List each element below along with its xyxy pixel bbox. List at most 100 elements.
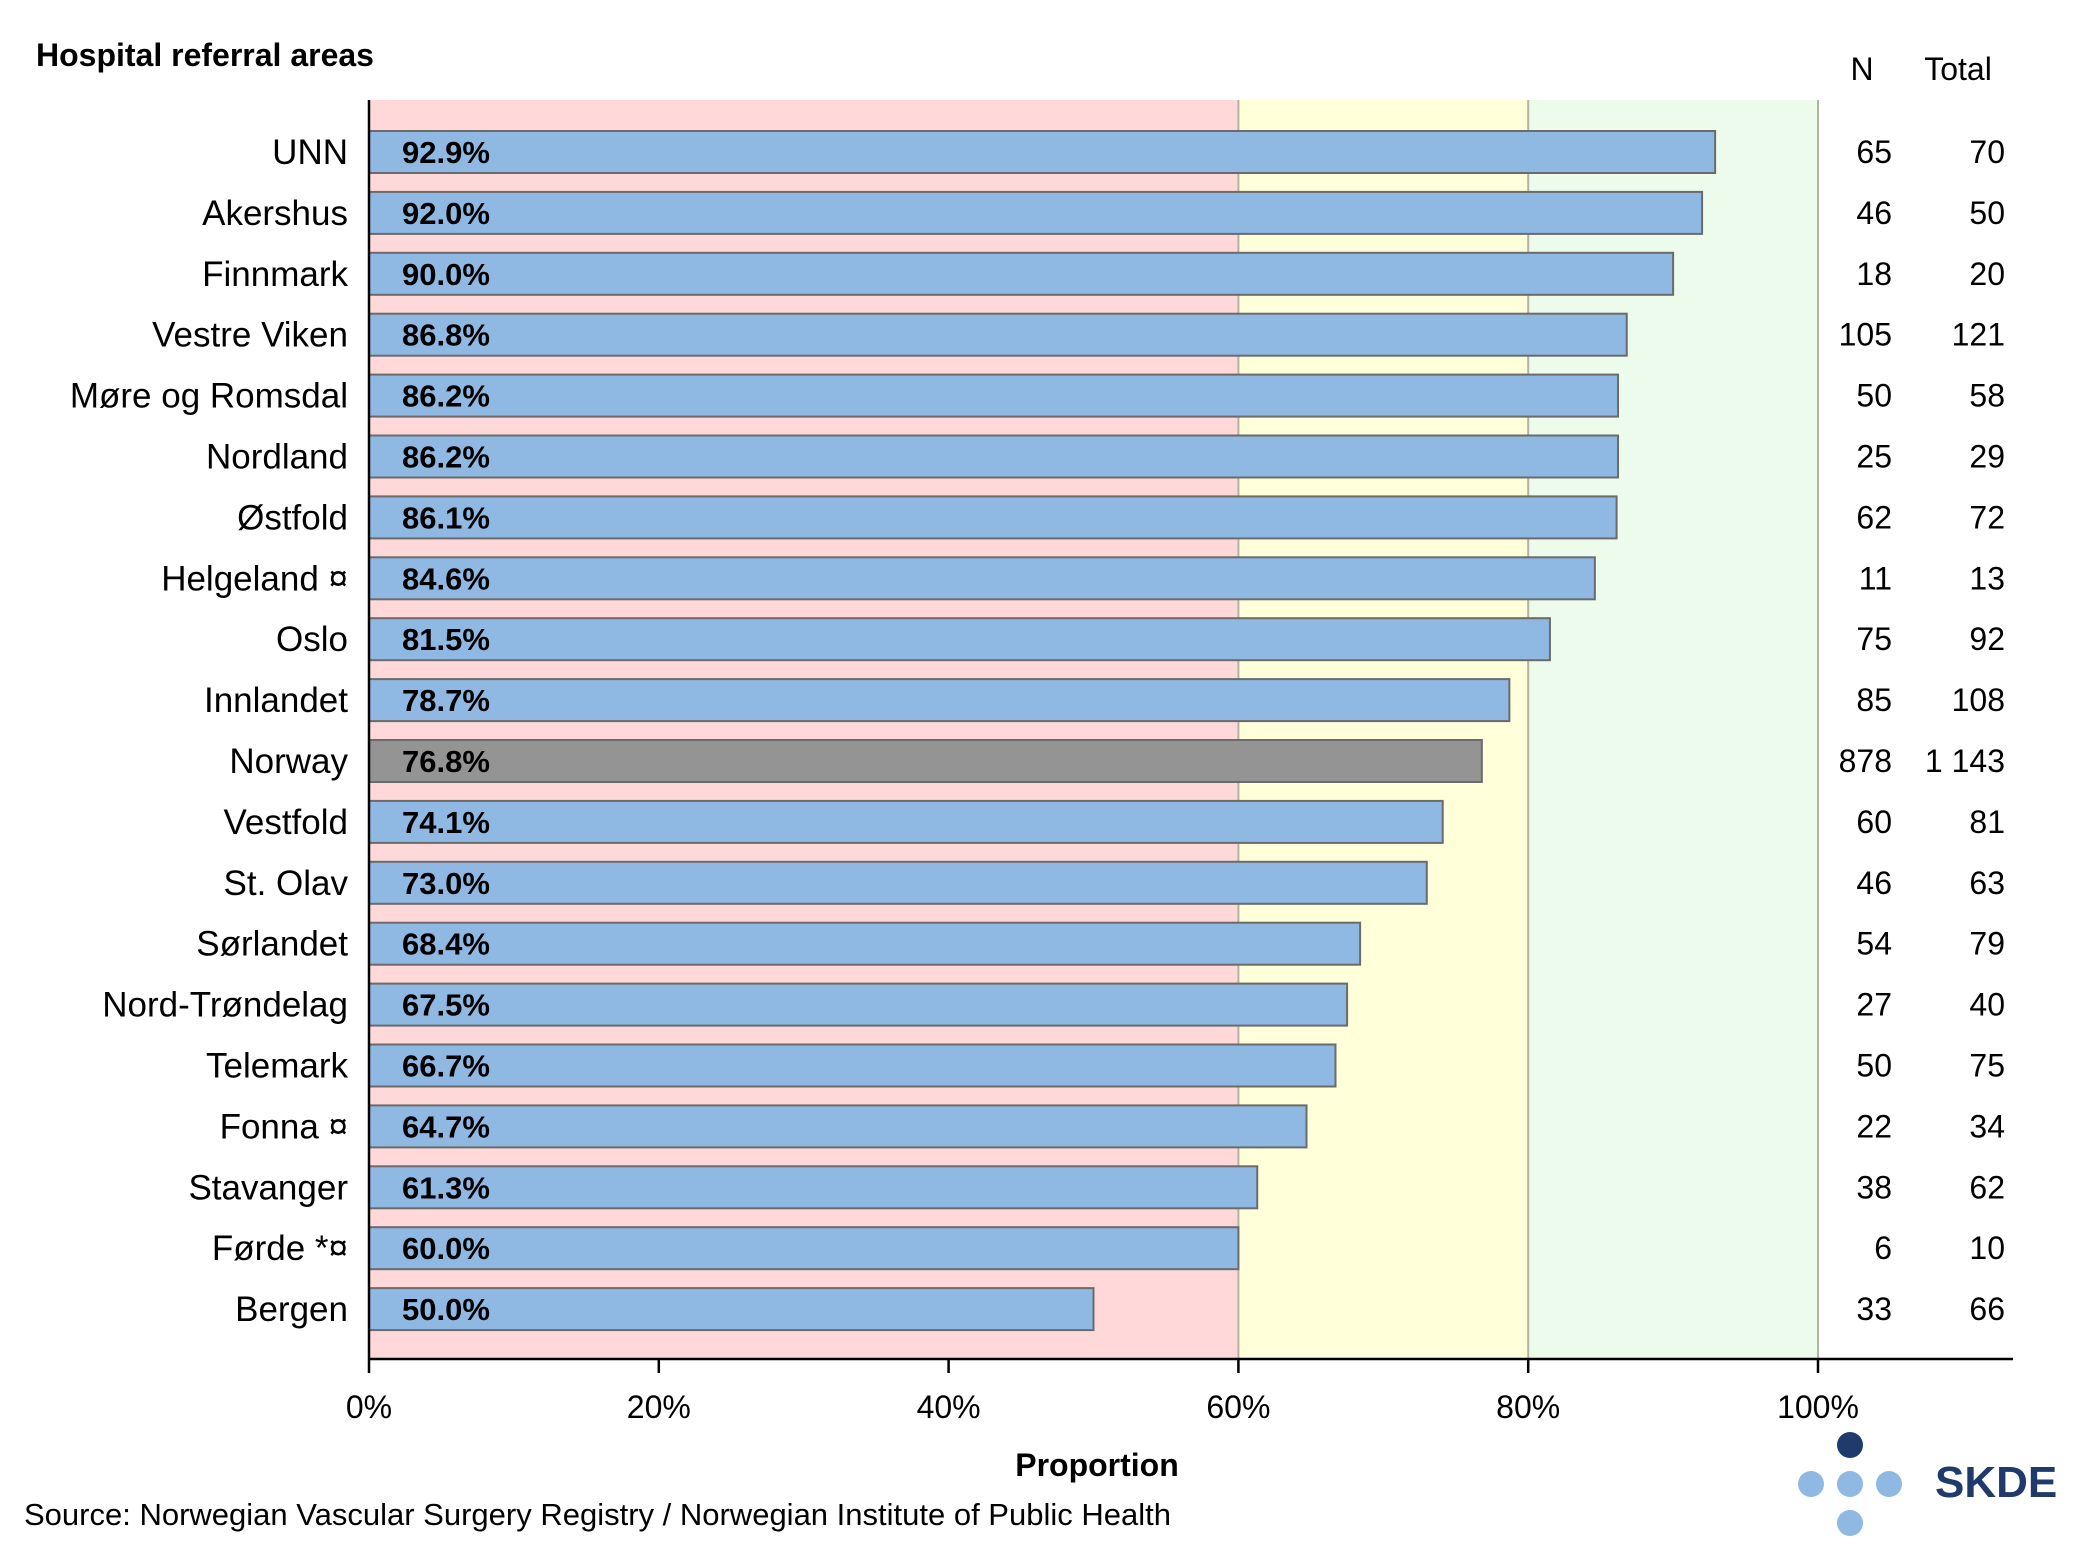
n-value-6: 62: [1856, 499, 1892, 535]
bar-value-label-5: 86.2%: [402, 440, 490, 475]
bar-value-label-18: 60.0%: [402, 1231, 490, 1266]
category-label-19: Bergen: [235, 1290, 348, 1329]
total-column-header: Total: [1924, 51, 1992, 87]
total-value-2: 20: [1969, 256, 2005, 292]
n-value-3: 105: [1839, 317, 1892, 353]
category-label-4: Møre og Romsdal: [70, 377, 348, 416]
category-label-13: Sørlandet: [196, 925, 348, 964]
bar-value-label-13: 68.4%: [402, 927, 490, 962]
bar-16: [368, 1104, 1308, 1149]
n-value-0: 65: [1856, 134, 1892, 170]
category-label-5: Nordland: [206, 438, 348, 477]
category-label-1: Akershus: [202, 194, 348, 233]
n-value-1: 46: [1856, 195, 1892, 231]
bar-1: [368, 190, 1704, 235]
total-value-7: 13: [1969, 560, 2005, 596]
category-label-8: Oslo: [276, 620, 348, 659]
total-value-5: 29: [1969, 439, 2005, 475]
bar-value-label-19: 50.0%: [402, 1292, 490, 1327]
x-tick-label-2: 40%: [917, 1389, 981, 1425]
bar-6: [368, 495, 1618, 540]
category-label-11: Vestfold: [223, 803, 348, 842]
x-tick-label-4: 80%: [1496, 1389, 1560, 1425]
x-axis-label: Proportion: [1015, 1447, 1179, 1483]
bar-value-label-4: 86.2%: [402, 379, 490, 414]
bar-value-label-15: 66.7%: [402, 1049, 490, 1084]
n-value-16: 22: [1856, 1108, 1892, 1144]
logo-dot-right: [1876, 1471, 1902, 1497]
category-label-6: Østfold: [237, 498, 348, 537]
n-value-7: 11: [1859, 560, 1892, 596]
category-label-18: Førde *¤: [212, 1229, 348, 1268]
n-value-13: 54: [1856, 926, 1892, 962]
category-label-9: Innlandet: [204, 681, 348, 720]
total-value-4: 58: [1969, 378, 2005, 414]
bar-18: [368, 1226, 1240, 1271]
bar-2: [368, 251, 1675, 296]
total-value-14: 40: [1969, 987, 2005, 1023]
n-value-4: 50: [1856, 378, 1892, 414]
bar-0: [368, 130, 1717, 174]
bar-3: [368, 312, 1628, 357]
n-value-2: 18: [1856, 256, 1892, 292]
bar-value-label-14: 67.5%: [402, 988, 490, 1023]
bar-15: [368, 1043, 1337, 1088]
total-value-11: 81: [1969, 804, 2005, 840]
category-label-14: Nord-Trøndelag: [102, 986, 348, 1025]
bar-12: [368, 860, 1428, 905]
total-value-15: 75: [1969, 1048, 2005, 1084]
chart-title: Hospital referral areas: [36, 37, 374, 73]
total-value-1: 50: [1969, 195, 2005, 231]
n-value-14: 27: [1856, 987, 1892, 1023]
bar-value-label-1: 92.0%: [402, 196, 490, 231]
category-label-15: Telemark: [206, 1047, 348, 1086]
category-label-12: St. Olav: [224, 864, 349, 903]
category-label-17: Stavanger: [188, 1168, 348, 1207]
logo-text: SKDE: [1935, 1458, 2057, 1507]
category-label-10: Norway: [229, 742, 348, 781]
bar-7: [368, 556, 1596, 601]
bar-4: [368, 373, 1620, 418]
n-value-5: 25: [1856, 439, 1892, 475]
bar-value-label-7: 84.6%: [402, 561, 490, 596]
total-value-10: 1 143: [1925, 743, 2005, 779]
bar-11: [368, 799, 1444, 844]
skde-logo: SKDE: [1798, 1432, 2057, 1536]
total-value-6: 72: [1969, 499, 2005, 535]
n-value-12: 46: [1856, 865, 1892, 901]
n-value-9: 85: [1856, 682, 1892, 718]
bar-14: [368, 982, 1349, 1027]
bar-value-label-6: 86.1%: [402, 500, 490, 535]
category-label-3: Vestre Viken: [152, 316, 348, 355]
category-label-16: Fonna ¤: [220, 1107, 348, 1146]
n-value-19: 33: [1856, 1291, 1892, 1327]
category-label-0: UNN: [272, 133, 348, 172]
x-tick-label-1: 20%: [627, 1389, 691, 1425]
bar-value-label-17: 61.3%: [402, 1170, 490, 1205]
bar-value-label-16: 64.7%: [402, 1109, 490, 1144]
target-band-1: [1238, 100, 1529, 1359]
bar-value-label-8: 81.5%: [402, 622, 490, 657]
category-label-7: Helgeland ¤: [161, 559, 348, 598]
x-tick-label-5: 100%: [1777, 1389, 1859, 1425]
bar-19: [368, 1287, 1095, 1332]
x-tick-label-0: 0%: [346, 1389, 392, 1425]
logo-dot-top: [1837, 1432, 1863, 1458]
category-label-2: Finnmark: [202, 255, 348, 294]
bar-value-label-9: 78.7%: [402, 683, 490, 718]
n-value-8: 75: [1856, 621, 1892, 657]
bar-value-label-3: 86.8%: [402, 318, 490, 353]
n-column-header: N: [1850, 51, 1873, 87]
n-value-11: 60: [1856, 804, 1892, 840]
bar-value-label-10: 76.8%: [402, 744, 490, 779]
bar-13: [368, 921, 1362, 966]
total-value-12: 63: [1969, 865, 2005, 901]
source-note: Source: Norwegian Vascular Surgery Regis…: [24, 1497, 1171, 1532]
total-value-17: 62: [1969, 1169, 2005, 1205]
total-value-9: 108: [1952, 682, 2005, 718]
total-value-3: 121: [1952, 317, 2005, 353]
total-value-19: 66: [1969, 1291, 2005, 1327]
target-band-2: [1528, 100, 1818, 1359]
n-value-17: 38: [1856, 1169, 1892, 1205]
bar-value-label-11: 74.1%: [402, 805, 490, 840]
